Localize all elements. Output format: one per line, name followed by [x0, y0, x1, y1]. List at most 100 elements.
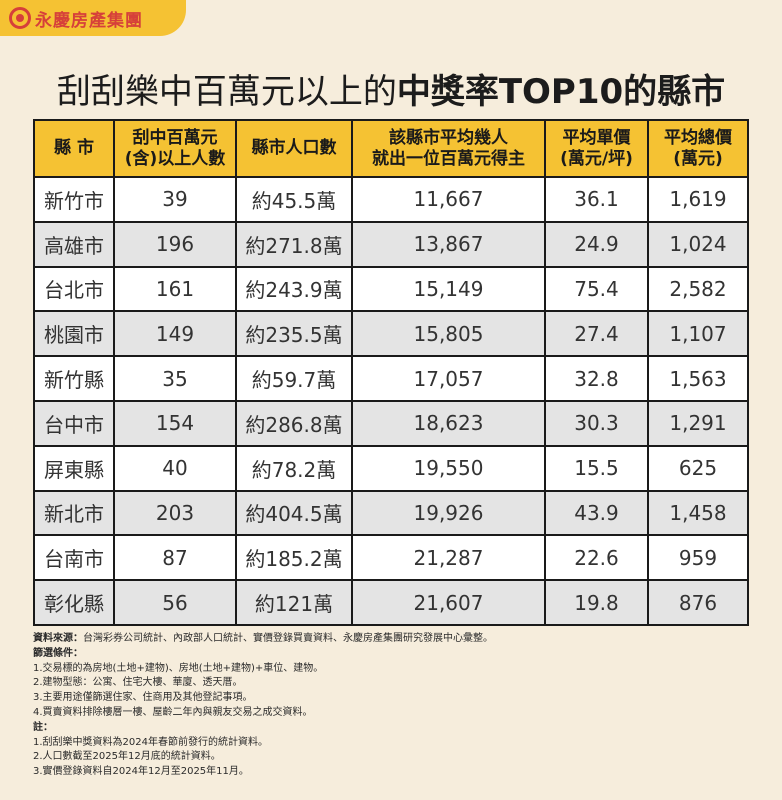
- table-row: 新北市 203 約404.5萬 19,926 43.9 1,458: [33, 489, 749, 537]
- table-row: 台北市 161 約243.9萬 15,149 75.4 2,582: [33, 265, 749, 313]
- source-label: 資料來源：: [33, 633, 83, 644]
- column-header: 刮中百萬元 (含)以上人數: [113, 119, 237, 178]
- table-cell: 36.1: [544, 176, 649, 223]
- column-header-line: 就出一位百萬元得主: [372, 148, 525, 169]
- column-header-line: (萬元/坪): [560, 148, 633, 169]
- note-item: 3.實價登錄資料自2024年12月至2025年11月。: [33, 766, 249, 778]
- table-cell: 1,619: [647, 176, 749, 223]
- table-cell: 19,550: [351, 444, 546, 492]
- table-cell: 約78.2萬: [235, 444, 353, 492]
- table-cell: 新北市: [33, 489, 115, 537]
- table-cell: 2,582: [647, 265, 749, 313]
- table-cell: 30.3: [544, 399, 649, 447]
- table-row: 新竹縣 35 約59.7萬 17,057 32.8 1,563: [33, 355, 749, 402]
- table-cell: 161: [113, 265, 237, 313]
- column-header-line: 縣 市: [54, 138, 94, 158]
- table-cell: 約404.5萬: [235, 489, 353, 537]
- table-row: 台中市 154 約286.8萬 18,623 30.3 1,291: [33, 399, 749, 447]
- footnotes: 資料來源：台灣彩券公司統計、內政部人口統計、實價登錄買賣資料、永慶房產集團研究發…: [33, 632, 493, 780]
- page-title-lead: 刮刮樂中百萬元以上的: [56, 72, 397, 112]
- remark-label: 註：: [33, 721, 53, 733]
- source-note: 資料來源：台灣彩券公司統計、內政部人口統計、實價登錄買賣資料、永慶房產集團研究發…: [33, 632, 493, 647]
- table-cell: 56: [113, 579, 237, 626]
- table-cell: 21,607: [351, 579, 546, 626]
- column-header: 平均總價 (萬元): [647, 119, 749, 178]
- column-header-line: 平均單價: [562, 127, 631, 148]
- table-cell: 台中市: [33, 399, 115, 447]
- table-row: 台南市 87 約185.2萬 21,287 22.6 959: [33, 534, 749, 582]
- source-text: 台灣彩券公司統計、內政部人口統計、實價登錄買賣資料、永慶房產集團研究發展中心彙整…: [83, 633, 493, 644]
- table-header-row: 縣 市刮中百萬元 (含)以上人數 縣市人口數 該縣市平均幾人 就出一位百萬元得主 平均單價…: [33, 119, 749, 178]
- table-cell: 約271.8萬: [235, 220, 353, 268]
- note-item: 2.建物型態：公寓、住宅大樓、華廈、透天厝。: [33, 677, 243, 689]
- table-cell: 約286.8萬: [235, 399, 353, 447]
- table-cell: 11,667: [351, 176, 546, 223]
- column-header-line: (萬元): [673, 148, 723, 169]
- table-cell: 1,563: [647, 355, 749, 402]
- table-cell: 約45.5萬: [235, 176, 353, 223]
- table-cell: 彰化縣: [33, 579, 115, 626]
- table-cell: 876: [647, 579, 749, 626]
- table-cell: 1,107: [647, 310, 749, 358]
- table-cell: 高雄市: [33, 220, 115, 268]
- column-header: 平均單價 (萬元/坪): [544, 119, 649, 178]
- column-header-line: 縣市人口數: [251, 138, 337, 158]
- table-cell: 203: [113, 489, 237, 537]
- table-cell: 新竹市: [33, 176, 115, 223]
- table-cell: 15,149: [351, 265, 546, 313]
- table-cell: 15,805: [351, 310, 546, 358]
- table-cell: 台南市: [33, 534, 115, 582]
- note-item: 2.人口數截至2025年12月底的統計資料。: [33, 751, 221, 763]
- table-cell: 約243.9萬: [235, 265, 353, 313]
- table-cell: 22.6: [544, 534, 649, 582]
- column-header: 縣市人口數: [235, 119, 353, 178]
- table-body: 新竹市 39 約45.5萬 11,667 36.1 1,619 高雄市 196 約271.8萬 1…: [33, 176, 749, 626]
- brand-name: 永慶房產集團: [35, 10, 143, 31]
- table-cell: 24.9: [544, 220, 649, 268]
- table-cell: 1,458: [647, 489, 749, 537]
- table-cell: 19,926: [351, 489, 546, 537]
- table-cell: 約185.2萬: [235, 534, 353, 582]
- table-row: 屏東縣 40 約78.2萬 19,550 15.5 625: [33, 444, 749, 492]
- table-cell: 625: [647, 444, 749, 492]
- table-cell: 15.5: [544, 444, 649, 492]
- column-header-line: 刮中百萬元: [132, 127, 218, 148]
- table-cell: 屏東縣: [33, 444, 115, 492]
- brand-logo-icon: [9, 7, 31, 29]
- column-header: 該縣市平均幾人 就出一位百萬元得主: [351, 119, 546, 178]
- table-cell: 43.9: [544, 489, 649, 537]
- column-header-line: (含)以上人數: [124, 148, 226, 169]
- table-cell: 約59.7萬: [235, 355, 353, 402]
- table-cell: 27.4: [544, 310, 649, 358]
- page-title-emphasis: 中獎率TOP10的縣市: [396, 72, 726, 112]
- filter-label: 篩選條件：: [33, 647, 83, 659]
- table-row: 桃園市 149 約235.5萬 15,805 27.4 1,107: [33, 310, 749, 358]
- table-cell: 149: [113, 310, 237, 358]
- table-row: 新竹市 39 約45.5萬 11,667 36.1 1,619: [33, 176, 749, 223]
- table-cell: 約121萬: [235, 579, 353, 626]
- table-cell: 17,057: [351, 355, 546, 402]
- table-cell: 桃園市: [33, 310, 115, 358]
- table-cell: 959: [647, 534, 749, 582]
- table-cell: 154: [113, 399, 237, 447]
- table-cell: 87: [113, 534, 237, 582]
- table-cell: 18,623: [351, 399, 546, 447]
- column-header-line: 該縣市平均幾人: [389, 127, 508, 148]
- note-item: 4.買賣資料排除樓層一樓、屋齡二年內與親友交易之成交資料。: [33, 706, 313, 718]
- brand-logo: 永慶房產集團: [0, 0, 186, 36]
- table-cell: 19.8: [544, 579, 649, 626]
- column-header-line: 平均總價: [664, 127, 732, 148]
- table-cell: 新竹縣: [33, 355, 115, 402]
- table-cell: 13,867: [351, 220, 546, 268]
- table-cell: 1,024: [647, 220, 749, 268]
- table-cell: 39: [113, 176, 237, 223]
- table-cell: 約235.5萬: [235, 310, 353, 358]
- table-cell: 35: [113, 355, 237, 402]
- table-row: 高雄市 196 約271.8萬 13,867 24.9 1,024: [33, 220, 749, 268]
- table-cell: 196: [113, 220, 237, 268]
- ranking-table: 縣 市刮中百萬元 (含)以上人數 縣市人口數 該縣市平均幾人 就出一位百萬元得主 平均單價…: [33, 119, 749, 626]
- table-cell: 32.8: [544, 355, 649, 402]
- note-item: 1.刮刮樂中獎資料為2024年春節前發行的統計資料。: [33, 736, 268, 748]
- note-item: 3.主要用途僅篩選住家、住商用及其他登記事項。: [33, 692, 253, 704]
- table-cell: 75.4: [544, 265, 649, 313]
